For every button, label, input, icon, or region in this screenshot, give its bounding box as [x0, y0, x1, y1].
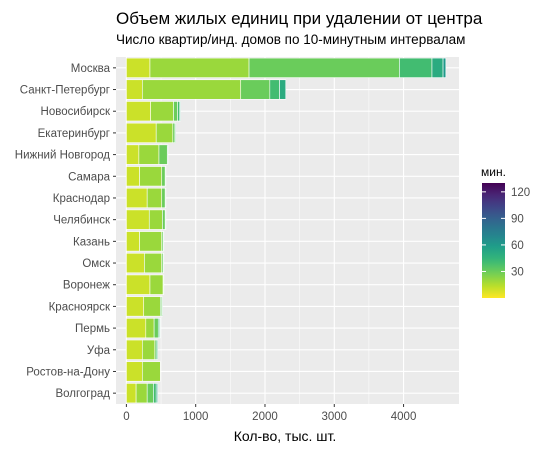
bar-segment	[149, 274, 164, 295]
legend-title: мин.	[481, 165, 506, 179]
bar-segment	[161, 296, 163, 317]
x-tick-label: 4000	[391, 411, 417, 423]
bar-segment	[126, 231, 140, 252]
bar-segment	[135, 383, 148, 404]
bar-segment	[126, 144, 140, 165]
bar-segment	[155, 122, 174, 143]
legend-colorbar	[482, 183, 505, 298]
x-axis: 0 1000 2000 3000 4000	[123, 404, 416, 423]
bar-segment	[126, 361, 143, 382]
bar-segment	[158, 144, 168, 165]
y-tick-label: Екатеринбург	[38, 128, 110, 140]
bar-segment	[126, 122, 157, 143]
bar-segment	[139, 231, 163, 252]
bar-segment	[164, 209, 167, 230]
bar-segment	[126, 383, 137, 404]
bar-segment	[172, 122, 176, 143]
bar-segment	[153, 318, 159, 339]
bar-segment	[399, 57, 433, 78]
bar-segment	[159, 318, 161, 339]
x-tick-label: 2000	[252, 411, 278, 423]
bar-segment	[126, 187, 148, 209]
y-tick-label: Казань	[73, 236, 110, 248]
y-tick-label: Нижний Новгород	[15, 150, 111, 162]
bar-segment	[126, 318, 147, 339]
y-tick-label: Воронеж	[63, 280, 110, 292]
bar-segment	[166, 144, 169, 165]
bar-segment	[155, 383, 158, 404]
bar-segment	[126, 296, 145, 317]
bar-segment	[126, 209, 150, 230]
chart-title: Объем жилых единиц при удалении от центр…	[116, 9, 483, 28]
bar-segment	[126, 274, 151, 295]
bar-segment	[148, 209, 163, 230]
bar-segment	[142, 79, 242, 100]
y-tick-label: Волгоград	[55, 388, 110, 400]
y-axis: Москва Санкт-Петербург Новосибирск Екатерин…	[15, 63, 116, 400]
bar-segment	[162, 209, 166, 230]
bar-segment	[173, 101, 178, 122]
bar-segment	[174, 122, 176, 143]
bar-segment	[126, 79, 143, 100]
x-axis-label: Кол-во, тыс. шт.	[234, 428, 337, 444]
legend-tick-label: 90	[511, 213, 524, 225]
bar-segment	[162, 274, 165, 295]
x-tick-label: 1000	[183, 411, 209, 423]
bar-segment	[162, 252, 165, 274]
bar-segment	[126, 252, 145, 274]
bar-segment	[142, 361, 161, 382]
bar-segment	[126, 57, 151, 78]
bar-segment	[179, 101, 181, 122]
chart-subtitle: Число квартир/инд. домов по 10-минутным …	[116, 32, 465, 47]
bar-segment	[126, 166, 140, 187]
bar-segment	[269, 79, 280, 100]
x-tick-label: 3000	[321, 411, 347, 423]
bar-segment	[279, 79, 287, 100]
bar-segment	[138, 144, 160, 165]
bar-segment	[144, 252, 163, 274]
bar-segment	[150, 101, 174, 122]
bar-segment	[126, 339, 143, 360]
y-tick-label: Челябинск	[53, 215, 111, 227]
y-tick-label: Самара	[68, 171, 111, 183]
bar-segment	[145, 318, 155, 339]
bar-segment	[143, 296, 161, 317]
y-tick-label: Москва	[71, 63, 111, 75]
bar-segment	[139, 166, 163, 187]
bar-segment	[153, 383, 157, 404]
bar-segment	[161, 187, 166, 209]
bar-segment	[155, 339, 158, 360]
y-tick-label: Ростов-на-Дону	[26, 366, 110, 378]
bar-segment	[240, 79, 271, 100]
bar-segment	[146, 383, 154, 404]
y-tick-label: Омск	[82, 258, 111, 270]
bar-segment	[442, 57, 447, 78]
bars	[126, 57, 447, 404]
bar-segment	[146, 187, 163, 209]
y-tick-label: Красноярск	[49, 301, 111, 313]
y-tick-label: Краснодар	[53, 193, 110, 205]
bar-segment	[164, 166, 167, 187]
y-tick-label: Санкт-Петербург	[20, 85, 110, 97]
legend: мин. 30 60 90 120	[481, 165, 530, 298]
y-tick-label: Пермь	[75, 323, 110, 335]
y-tick-label: Уфа	[87, 345, 111, 357]
bar-segment	[164, 187, 167, 209]
bar-segment	[177, 101, 181, 122]
bar-segment	[162, 231, 165, 252]
legend-tick-label: 60	[511, 240, 524, 252]
x-tick-label: 0	[123, 411, 129, 423]
legend-tick-label: 120	[511, 187, 530, 199]
bar-segment	[126, 101, 151, 122]
bar-segment	[431, 57, 444, 78]
bar-segment	[248, 57, 400, 78]
bar-segment	[161, 166, 166, 187]
bar-segment	[149, 57, 250, 78]
bar-segment	[142, 339, 156, 360]
legend-tick-label: 30	[511, 266, 524, 278]
y-tick-label: Новосибирск	[41, 106, 111, 118]
